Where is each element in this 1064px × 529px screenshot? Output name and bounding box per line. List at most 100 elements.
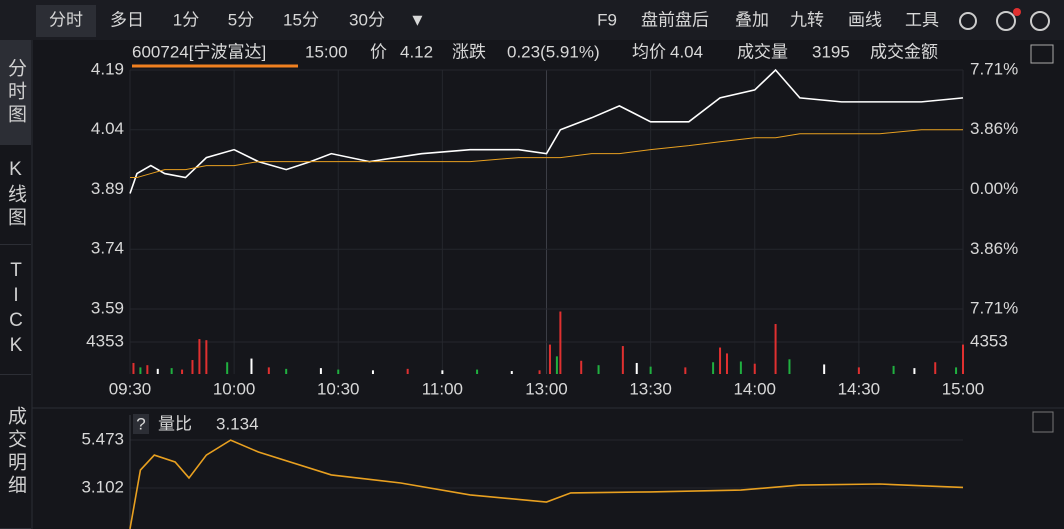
y-tick-label: 3.59 bbox=[91, 298, 124, 317]
volume-bar bbox=[823, 364, 826, 374]
volume-bar bbox=[739, 361, 742, 374]
toolbar-tab[interactable]: 15分 bbox=[283, 10, 319, 29]
volume-bar bbox=[712, 362, 715, 374]
volume-bar bbox=[649, 366, 652, 374]
y-tick-label: 3.102 bbox=[81, 478, 124, 497]
toolbar-button[interactable]: 九转 bbox=[790, 10, 824, 29]
side-tab[interactable]: K线图 bbox=[0, 145, 31, 245]
quote-price: 4.12 bbox=[400, 42, 433, 61]
volume-bar bbox=[962, 344, 964, 374]
indicator-value: 3.134 bbox=[216, 414, 259, 433]
y2-tick-label: 4353 bbox=[970, 331, 1008, 350]
volume-bar bbox=[555, 356, 558, 374]
volume-bar bbox=[250, 358, 253, 374]
x-tick-label: 13:30 bbox=[629, 379, 672, 398]
toolbar-button[interactable]: 工具 bbox=[905, 10, 939, 29]
toolbar-tab[interactable]: 1分 bbox=[173, 10, 199, 29]
y-tick-label: 3.89 bbox=[91, 179, 124, 198]
side-tab[interactable]: 分时图 bbox=[0, 40, 31, 145]
volume-bar bbox=[285, 368, 288, 374]
y2-tick-label: 7.71% bbox=[970, 298, 1018, 317]
price-line bbox=[130, 129, 963, 179]
x-tick-label: 11:00 bbox=[422, 379, 463, 398]
settings-icon[interactable] bbox=[959, 12, 977, 30]
wp-icon[interactable] bbox=[1030, 44, 1054, 64]
quote-time: 15:00 bbox=[305, 42, 348, 61]
quote-volume-label: 成交量 bbox=[737, 42, 788, 61]
toolbar-button[interactable]: F9 bbox=[597, 10, 617, 29]
volume-bar bbox=[170, 368, 173, 374]
volume-bar bbox=[725, 353, 728, 374]
notice-dot bbox=[1013, 8, 1021, 16]
y2-tick-label: 0.00% bbox=[970, 179, 1018, 198]
x-tick-label: 09:30 bbox=[109, 379, 152, 398]
volume-bar bbox=[621, 346, 624, 374]
volume-bar bbox=[774, 324, 777, 374]
toolbar-button[interactable]: 画线 bbox=[848, 10, 882, 29]
active-tab-bg bbox=[36, 5, 96, 37]
y-tick-label: 4353 bbox=[86, 331, 124, 350]
volume-bar bbox=[132, 362, 135, 374]
y-tick-label: 3.74 bbox=[91, 239, 124, 258]
volume-bar bbox=[156, 368, 159, 374]
volume-bar bbox=[580, 360, 583, 374]
price-line bbox=[129, 68, 964, 194]
volume-bar bbox=[181, 369, 184, 374]
toolbar-tab[interactable]: 多日 bbox=[110, 10, 144, 29]
volume-bar bbox=[319, 368, 322, 374]
volume-bar bbox=[684, 367, 687, 374]
volume-bar bbox=[476, 369, 479, 374]
volume-bar bbox=[205, 340, 208, 374]
volume-bar bbox=[913, 368, 916, 374]
volume-bar bbox=[955, 367, 958, 374]
volume-bar bbox=[337, 369, 340, 374]
toolbar-button[interactable]: 盘前盘后 bbox=[641, 10, 709, 29]
volume-bar bbox=[406, 368, 409, 374]
help-icon[interactable] bbox=[996, 11, 1016, 31]
help-mark[interactable]: ? bbox=[136, 414, 145, 433]
y-tick-label: 4.04 bbox=[91, 119, 124, 138]
volume-bar bbox=[635, 362, 638, 374]
volume-bar bbox=[371, 370, 374, 374]
side-tab[interactable]: TICK bbox=[0, 245, 31, 375]
price-line bbox=[129, 439, 964, 529]
volume-bar bbox=[538, 370, 541, 374]
toolbar-tab[interactable]: 分时 bbox=[49, 10, 83, 29]
volume-bar bbox=[139, 367, 142, 374]
quote-price-label: 价 bbox=[370, 42, 387, 61]
y2-tick-label: 7.71% bbox=[970, 59, 1018, 78]
x-tick-label: 14:30 bbox=[838, 379, 881, 398]
volume-bar bbox=[597, 365, 600, 374]
close-icon[interactable] bbox=[1032, 411, 1054, 433]
volume-bar bbox=[548, 344, 551, 374]
x-tick-label: 10:00 bbox=[213, 379, 256, 398]
quote-volume: 3195 bbox=[812, 42, 850, 61]
toolbar-bg bbox=[0, 0, 1064, 40]
indicator-title: 量比 bbox=[158, 414, 192, 433]
x-tick-label: 15:00 bbox=[942, 379, 985, 398]
volume-bar bbox=[510, 371, 513, 374]
toolbar-tab[interactable]: 30分 bbox=[349, 10, 385, 29]
quote-change-label: 涨跌 bbox=[452, 42, 486, 61]
y2-tick-label: 3.86% bbox=[970, 119, 1018, 138]
quote-change: 0.23(5.91%) bbox=[507, 42, 600, 61]
user-icon[interactable] bbox=[1030, 11, 1050, 31]
volume-bar bbox=[191, 360, 194, 374]
help-box[interactable] bbox=[133, 414, 149, 434]
volume-bar bbox=[198, 339, 201, 374]
dropdown-icon[interactable]: ▼ bbox=[409, 10, 426, 29]
volume-bar bbox=[753, 363, 756, 374]
volume-bar bbox=[226, 362, 229, 374]
volume-bar bbox=[857, 367, 860, 374]
x-tick-label: 10:30 bbox=[317, 379, 360, 398]
volume-bar bbox=[559, 311, 562, 374]
toolbar-tab[interactable]: 5分 bbox=[228, 10, 254, 29]
volume-bar bbox=[934, 362, 937, 374]
side-tab[interactable]: 成交明细 bbox=[0, 375, 31, 529]
volume-bar bbox=[788, 359, 791, 374]
volume-bar bbox=[892, 365, 895, 374]
volume-bar bbox=[267, 367, 270, 374]
y-tick-label: 5.473 bbox=[81, 430, 124, 449]
toolbar-button[interactable]: 叠加 bbox=[735, 10, 769, 29]
